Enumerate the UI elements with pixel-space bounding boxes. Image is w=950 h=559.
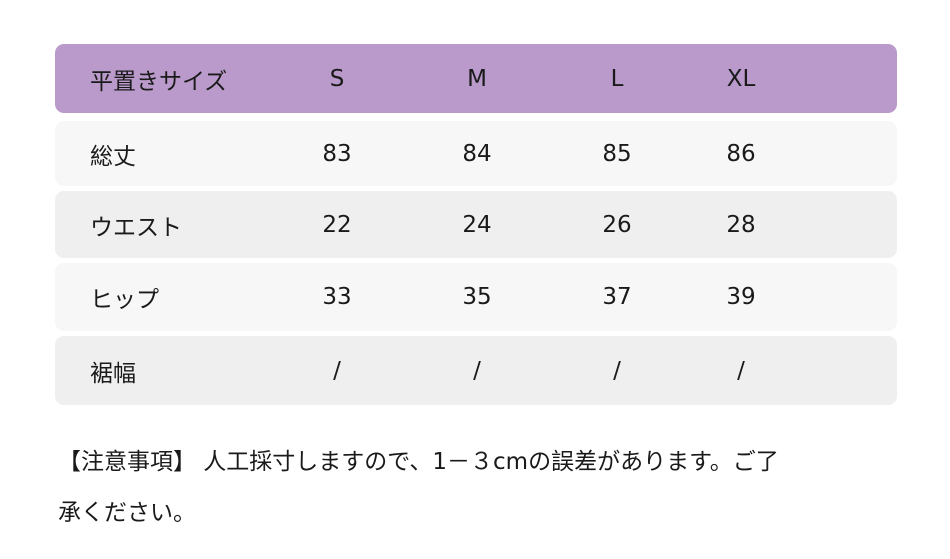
cell: 84 [462,140,492,167]
cell: / [613,357,621,384]
row-label: ヒップ [90,287,159,313]
size-l: L [610,65,624,92]
cell: 28 [726,211,756,238]
cell: / [737,357,745,384]
row-label: ウエスト [90,214,182,241]
note-line-2: 承ください。 [58,500,196,526]
cell: 85 [602,140,632,167]
cell: / [473,357,481,384]
cell: 37 [602,284,632,310]
size-xl: XL [726,65,756,92]
table-row: 裾幅 / / / / [55,336,897,405]
size-s: S [329,65,345,92]
cell: 33 [322,284,352,310]
table-header: 平置きサイズ S M L XL [55,44,897,113]
row-label: 総丈 [90,143,136,170]
cell: 26 [602,211,632,238]
row-label: 裾幅 [90,360,136,387]
cell: 24 [462,211,492,238]
table-row: ヒップ 33 35 37 39 [55,263,897,331]
cell: 39 [726,284,756,310]
note-line-1: 【注意事項】 人工採寸しますので、1－３cmの誤差があります。ご了 [58,449,779,475]
cell: / [333,357,341,384]
cell: 86 [726,140,756,167]
table-row: ウエスト 22 24 26 28 [55,191,897,258]
cell: 22 [322,211,352,238]
table-row: 総丈 83 84 85 86 [55,121,897,186]
cell: 35 [462,284,492,310]
header-label: 平置きサイズ [90,68,228,95]
cell: 83 [322,140,352,167]
size-m: M [467,65,487,92]
